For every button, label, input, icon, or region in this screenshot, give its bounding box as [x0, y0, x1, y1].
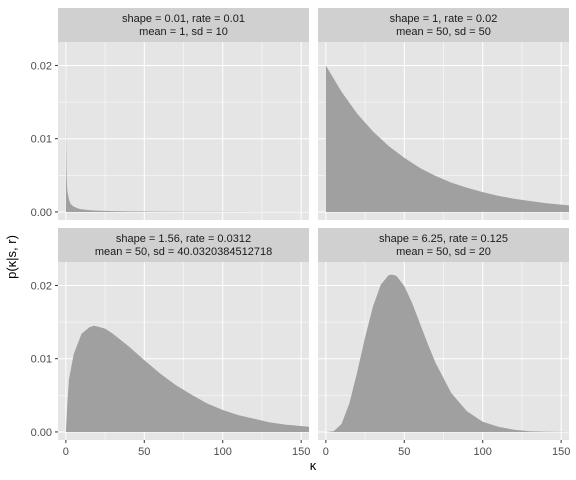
x-tick-label: 0 [63, 446, 69, 458]
facet-strip-label-line1: shape = 1, rate = 0.02 [390, 13, 498, 25]
y-tick-label: 0.00 [31, 207, 52, 219]
density-area [325, 274, 569, 432]
x-tick-label: 150 [552, 446, 570, 458]
facet-strip-label-line2: mean = 1, sd = 10 [139, 26, 228, 38]
facet-strip [318, 8, 569, 42]
facet-strip-label-line1: shape = 1.56, rate = 0.0312 [116, 233, 251, 245]
facet-strip-label-line2: mean = 50, sd = 40.0320384512718 [95, 246, 272, 258]
x-tick-label: 50 [398, 446, 410, 458]
y-tick-label: 0.01 [31, 134, 52, 146]
x-axis-title: κ [310, 458, 317, 473]
y-tick-label: 0.01 [31, 354, 52, 366]
y-tick-label: 0.00 [31, 427, 52, 439]
facet-strip-label-line2: mean = 50, sd = 20 [396, 246, 491, 258]
x-tick-label: 50 [138, 446, 150, 458]
facet-strip-label-line2: mean = 50, sd = 50 [396, 26, 491, 38]
x-tick-label: 100 [474, 446, 492, 458]
y-tick-label: 0.02 [31, 60, 52, 72]
facet-strip [58, 8, 309, 42]
facet-strip [318, 228, 569, 262]
density-area [325, 65, 569, 212]
x-tick-label: 150 [292, 446, 310, 458]
facet-strip [58, 228, 309, 262]
x-tick-label: 100 [214, 446, 232, 458]
x-tick-label: 0 [323, 446, 329, 458]
y-tick-label: 0.02 [31, 280, 52, 292]
facet-strip-label-line1: shape = 6.25, rate = 0.125 [379, 233, 508, 245]
density-area [65, 325, 309, 432]
facet-strip-label-line1: shape = 0.01, rate = 0.01 [122, 13, 245, 25]
y-axis-title: p(κ|s, r) [4, 235, 19, 279]
